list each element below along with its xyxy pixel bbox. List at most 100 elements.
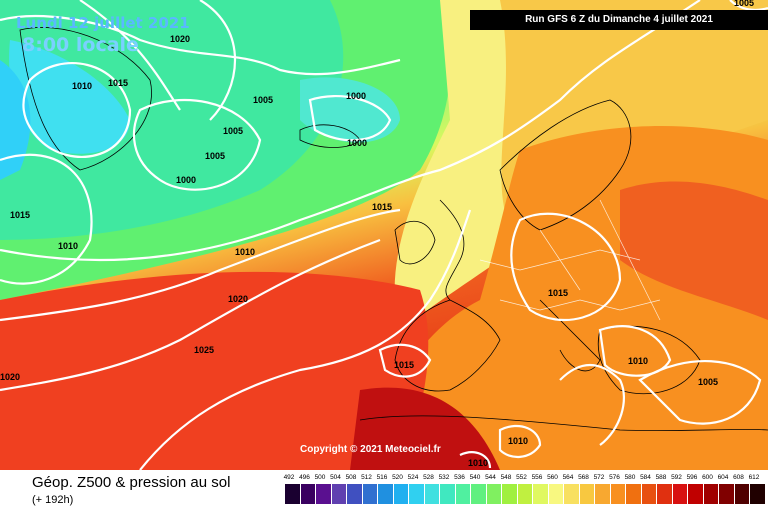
z500-trough-greenland xyxy=(9,40,130,154)
scale-tick-label: 584 xyxy=(640,474,651,481)
scale-swatch xyxy=(564,484,579,504)
scale-swatch xyxy=(595,484,610,504)
scale-tick-label: 528 xyxy=(423,474,434,481)
scale-swatch xyxy=(533,484,548,504)
scale-swatch xyxy=(316,484,331,504)
scale-swatch xyxy=(502,484,517,504)
scale-tick-label: 604 xyxy=(717,474,729,481)
isobar-label: 1005 xyxy=(698,377,718,387)
scale-swatch xyxy=(672,484,687,504)
scale-tick-label: 568 xyxy=(578,474,589,481)
isobar-label: 1010 xyxy=(468,458,488,468)
isobar-label: 1010 xyxy=(58,241,78,251)
scale-tick-label: 596 xyxy=(686,474,698,481)
isobar-label: 1015 xyxy=(108,78,128,88)
scale-swatch xyxy=(626,484,641,504)
scale-swatch xyxy=(347,484,362,504)
product-title: Géop. Z500 & pression au sol xyxy=(32,474,231,491)
lead-time: (+ 192h) xyxy=(32,494,74,506)
scale-tick-label: 536 xyxy=(454,474,465,481)
isobar-label: 1015 xyxy=(394,360,414,370)
scale-swatch xyxy=(703,484,718,504)
scale-swatch xyxy=(471,484,486,504)
scale-swatch xyxy=(719,484,734,504)
isobar-label: 1020 xyxy=(228,294,248,304)
z500-high-east xyxy=(620,181,768,320)
scale-tick-label: 556 xyxy=(531,474,543,481)
scale-tick-label: 572 xyxy=(593,474,605,481)
weather-map: 1005 1020 1015 1010 1005 1000 1005 1000 … xyxy=(0,0,768,470)
valid-time: 8:00 locale xyxy=(22,34,139,56)
scale-swatch xyxy=(517,484,532,504)
scale-tick-label: 520 xyxy=(392,474,403,481)
scale-tick-label: 524 xyxy=(407,474,419,481)
scale-tick-label: 608 xyxy=(733,474,744,481)
scale-tick-label: 552 xyxy=(516,474,527,481)
scale-swatch xyxy=(378,484,393,504)
scale-swatch xyxy=(641,484,656,504)
scale-tick-label: 544 xyxy=(485,474,496,481)
scale-swatch xyxy=(579,484,594,504)
scale-swatch xyxy=(362,484,377,504)
scale-tick-label: 592 xyxy=(671,474,682,481)
scale-tick-label: 492 xyxy=(283,474,295,481)
scale-swatch xyxy=(285,484,300,504)
scale-tick-label: 504 xyxy=(330,474,341,481)
isobar-label: 1005 xyxy=(253,95,273,105)
scale-tick-label: 496 xyxy=(299,474,310,481)
isobar-label: 1025 xyxy=(194,345,214,355)
scale-tick-label: 560 xyxy=(547,474,558,481)
isobar-label: 1010 xyxy=(72,81,92,91)
scale-tick-label: 588 xyxy=(655,474,667,481)
z500-high-atlantic xyxy=(0,271,429,470)
isobar-label: 1020 xyxy=(0,372,20,382)
isobar-label: 1005 xyxy=(205,151,225,161)
isobar-label: 1005 xyxy=(734,0,754,8)
scale-swatch xyxy=(734,484,749,504)
scale-swatch xyxy=(331,484,346,504)
scale-tick-label: 500 xyxy=(314,474,326,481)
z500-trough-west xyxy=(0,60,31,180)
isobar-label: 1015 xyxy=(548,288,568,298)
scale-tick-label: 580 xyxy=(624,474,636,481)
scale-swatch xyxy=(750,484,765,504)
z500-trough-iceland xyxy=(300,77,400,143)
isobar-label: 1015 xyxy=(10,210,30,220)
scale-tick-label: 600 xyxy=(702,474,713,481)
scale-tick-label: 516 xyxy=(376,474,388,481)
isobar-label: 1020 xyxy=(170,34,190,44)
isobar-label: 1015 xyxy=(372,202,392,212)
scale-swatch xyxy=(300,484,315,504)
legend-footer: Géop. Z500 & pression au sol (+ 192h) 49… xyxy=(0,470,768,512)
scale-swatch xyxy=(440,484,455,504)
isobar-label: 1000 xyxy=(347,138,367,148)
scale-swatch xyxy=(409,484,424,504)
scale-swatch xyxy=(657,484,672,504)
valid-date: Lundi 12 juillet 2021 xyxy=(16,14,190,32)
scale-tick-label: 548 xyxy=(500,474,512,481)
isobar-label: 1000 xyxy=(346,91,366,101)
scale-tick-label: 576 xyxy=(609,474,620,481)
z500-high-north-africa xyxy=(350,387,500,470)
scale-swatch xyxy=(424,484,439,504)
scale-tick-label: 508 xyxy=(345,474,357,481)
isobar-label: 1005 xyxy=(223,126,243,136)
scale-swatch xyxy=(610,484,625,504)
scale-tick-label: 512 xyxy=(361,474,372,481)
isobar-label: 1010 xyxy=(508,436,528,446)
scale-swatch xyxy=(548,484,563,504)
scale-swatch xyxy=(455,484,470,504)
scale-swatch xyxy=(486,484,501,504)
scale-swatch xyxy=(393,484,408,504)
scale-tick-label: 532 xyxy=(438,474,450,481)
z500-low-core xyxy=(0,0,344,240)
isobar-label: 1000 xyxy=(176,175,196,185)
scale-tick-label: 564 xyxy=(562,474,574,481)
scale-swatch xyxy=(688,484,703,504)
scale-tick-label: 612 xyxy=(748,474,760,481)
isobars xyxy=(0,0,768,470)
scale-tick-label: 540 xyxy=(469,474,481,481)
isobar-label: 1010 xyxy=(235,247,255,257)
copyright-notice: Copyright © 2021 Meteociel.fr xyxy=(300,444,441,455)
isobar-label: 1010 xyxy=(628,356,648,366)
